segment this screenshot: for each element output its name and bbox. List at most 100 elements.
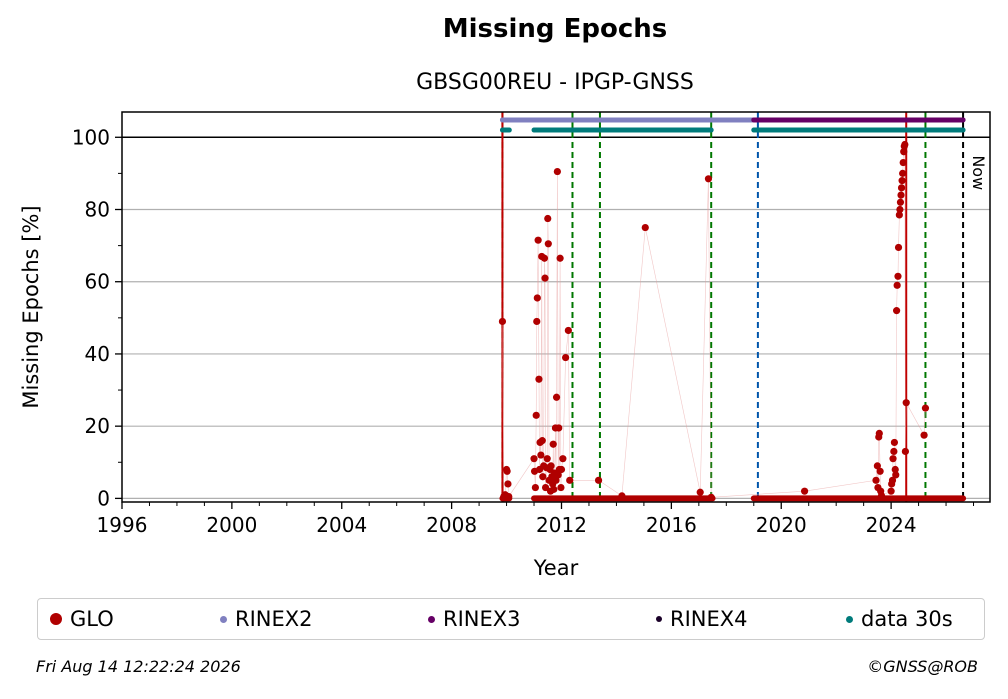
legend: GLO RINEX2 RINEX3 RINEX4 data 30s	[37, 598, 985, 640]
glo-point-22	[540, 254, 549, 262]
x-tick-label-2016: 2016	[646, 513, 697, 537]
legend-label: RINEX4	[670, 607, 748, 631]
glo-point-48	[559, 455, 567, 463]
glo-point-54	[641, 223, 649, 232]
glo-point-0	[498, 317, 507, 326]
glo-point-53	[618, 492, 626, 500]
y-tick-label-60: 60	[85, 270, 110, 294]
glo-point-32	[547, 462, 555, 470]
glo-point-77	[894, 272, 902, 280]
legend-item-data-30s: data 30s	[846, 607, 953, 631]
legend-item-rinex3: RINEX3	[428, 607, 521, 631]
glo-point-4	[503, 467, 511, 475]
glo-point-70	[889, 455, 897, 463]
glo-point-92	[920, 431, 928, 439]
glo-point-82	[897, 191, 905, 199]
glo-point-80	[896, 205, 904, 214]
legend-item-rinex4: RINEX4	[656, 607, 748, 631]
glo-point-85	[899, 169, 907, 177]
glo-point-56	[704, 175, 713, 183]
y-tick-label-80: 80	[85, 198, 110, 222]
glo-point-49	[562, 353, 570, 362]
glo-point-69	[888, 476, 897, 484]
legend-item-glo: GLO	[50, 607, 114, 631]
glo-point-27	[544, 214, 552, 223]
x-tick-label-1996: 1996	[97, 513, 148, 537]
glo-point-26	[543, 455, 551, 463]
glo-point-12	[533, 294, 541, 302]
glo-point-59	[872, 476, 880, 484]
glo-point-91	[902, 399, 910, 407]
x-axis-label: Year	[533, 556, 579, 580]
glo-point-87	[900, 148, 908, 156]
glo-point-93	[921, 404, 930, 412]
legend-item-rinex2: RINEX2	[220, 607, 313, 631]
glo-point-20	[539, 473, 547, 481]
glo-point-89	[901, 140, 909, 149]
glo-point-60	[873, 462, 881, 470]
glo-point-86	[899, 158, 907, 167]
glo-point-66	[877, 491, 886, 500]
glo-point-19	[538, 437, 546, 445]
glo-point-81	[896, 198, 905, 206]
y-tick-label-100: 100	[72, 125, 110, 149]
glo-point-75	[893, 307, 901, 315]
legend-marker	[220, 615, 227, 623]
glo-point-55	[696, 488, 704, 496]
y-tick-label-40: 40	[85, 342, 110, 366]
glo-point-24	[541, 483, 550, 492]
glo-point-7	[530, 455, 538, 463]
glo-point-41	[553, 167, 561, 176]
glo-point-10	[532, 411, 540, 419]
glo-point-71	[890, 447, 898, 456]
glo-point-23	[541, 274, 549, 282]
timestamp-footer: Fri Aug 14 12:22:24 2026	[36, 657, 241, 676]
legend-marker	[656, 616, 662, 622]
glo-point-51	[566, 476, 574, 484]
glo-point-50	[564, 326, 572, 335]
legend-label: RINEX2	[235, 607, 313, 631]
glo-point-47	[557, 465, 566, 474]
glo-point-63	[875, 429, 883, 437]
glo-point-76	[893, 281, 901, 289]
glo-point-9	[531, 483, 539, 492]
now-label: Now	[969, 155, 988, 190]
glo-point-72	[890, 438, 899, 447]
glo-point-6	[505, 492, 513, 501]
y-axis-label: Missing Epochs [%]	[19, 205, 43, 408]
legend-marker	[50, 613, 62, 625]
glo-point-14	[535, 375, 543, 383]
glo-point-42	[554, 471, 562, 479]
legend-label: GLO	[70, 607, 114, 631]
missing-epochs-chart: Now 0 20 40 60 80 100 1996 2000 2004 2008 2012 2016 2…	[19, 111, 991, 580]
glo-connector-path	[502, 144, 926, 498]
chart-subtitle: GBSG00REU - IPGP-GNSS	[416, 70, 694, 95]
y-tick-label-0: 0	[97, 486, 110, 510]
legend-marker	[428, 615, 435, 623]
glo-point-35	[549, 440, 557, 448]
glo-point-5	[504, 480, 512, 488]
glo-point-73	[891, 465, 899, 474]
glo-point-84	[898, 177, 906, 185]
legend-marker	[846, 615, 853, 623]
glo-point-43	[555, 424, 563, 432]
x-tick-label-2008: 2008	[426, 513, 477, 537]
glo-point-17	[537, 451, 545, 459]
x-tick-label-2020: 2020	[756, 513, 807, 537]
x-tick-label-2012: 2012	[536, 513, 587, 537]
glo-point-46	[557, 483, 565, 492]
glo-point-11	[533, 317, 541, 326]
glo-point-67	[887, 487, 895, 495]
x-tick-label-2004: 2004	[316, 513, 367, 537]
plot-frame	[121, 111, 991, 503]
y-tick-label-20: 20	[85, 414, 110, 438]
glo-point-83	[897, 184, 906, 192]
glo-point-36	[550, 485, 558, 493]
glo-point-58	[800, 487, 809, 495]
glo-point-74	[892, 471, 900, 479]
legend-label: RINEX3	[443, 607, 521, 631]
credit-footer: ©GNSS@ROB	[867, 657, 978, 676]
chart-title: Missing Epochs	[442, 14, 668, 44]
glo-point-64	[876, 467, 884, 475]
glo-point-90	[901, 447, 909, 456]
